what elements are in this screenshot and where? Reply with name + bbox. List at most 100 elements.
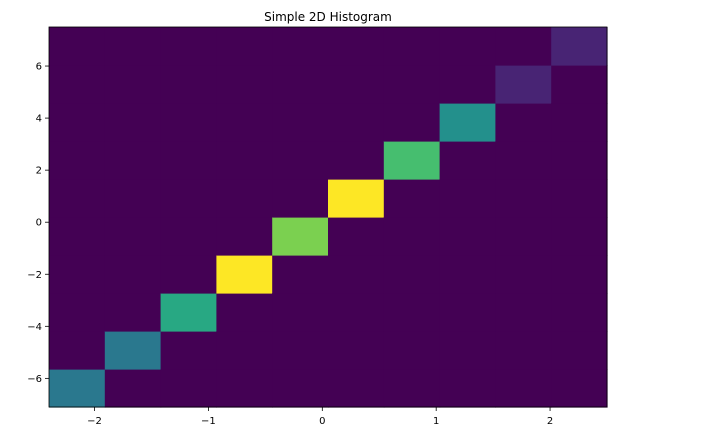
heatmap-cell: [495, 369, 552, 408]
heatmap-cell: [216, 293, 273, 332]
chart-title: Simple 2D Histogram: [264, 10, 392, 24]
plot-frame: [48, 26, 608, 408]
heatmap-cell: [272, 331, 329, 370]
heatmap-cell: [104, 369, 162, 408]
heatmap-cell: [104, 65, 162, 104]
heatmap-cell: [328, 103, 385, 142]
heatmap-cell: [551, 255, 608, 294]
heatmap-cell: [439, 141, 496, 180]
heatmap-cell: [216, 369, 273, 408]
y-tick-label: 0: [36, 218, 42, 229]
heatmap-cell: [383, 369, 441, 408]
heatmap-cell: [439, 331, 496, 370]
heatmap-cell: [383, 141, 441, 180]
heatmap-cell: [551, 179, 608, 218]
heatmap-cell: [49, 27, 106, 66]
heatmap-cell: [160, 103, 217, 142]
y-tick-label: −2: [27, 270, 42, 281]
heatmap-cell: [49, 103, 106, 142]
heatmap-cell: [495, 65, 552, 104]
heatmap-cell: [216, 217, 273, 256]
heatmap-cell: [49, 255, 106, 294]
heatmap-cells: [49, 27, 608, 408]
heatmap-cell: [439, 65, 496, 104]
heatmap-cell: [216, 65, 273, 104]
y-tick-label: 4: [36, 114, 42, 125]
heatmap-cell: [104, 331, 162, 370]
heatmap-cell: [272, 103, 329, 142]
heatmap-cell: [160, 27, 217, 66]
heatmap-cell: [272, 293, 329, 332]
heatmap-cell: [383, 255, 441, 294]
heatmap-cell: [160, 179, 217, 218]
heatmap-cell: [383, 331, 441, 370]
heatmap-cell: [328, 217, 385, 256]
heatmap-cell: [328, 369, 385, 408]
heatmap-cell: [272, 255, 329, 294]
heatmap-cell: [551, 27, 608, 66]
heatmap-cell: [104, 217, 162, 256]
heatmap-cell: [495, 27, 552, 66]
heatmap-cell: [216, 141, 273, 180]
heatmap-cell: [104, 27, 162, 66]
x-tick-label: 2: [547, 416, 553, 427]
heatmap-cell: [160, 65, 217, 104]
heatmap-cell: [383, 179, 441, 218]
heatmap-cell: [104, 255, 162, 294]
heatmap-cell: [328, 293, 385, 332]
heatmap-cell: [495, 141, 552, 180]
y-axis: −6 −4 −2 0 2 4 6: [27, 62, 49, 385]
heatmap-cell: [439, 217, 496, 256]
x-tick-label: −2: [87, 416, 102, 427]
heatmap-cell: [104, 179, 162, 218]
heatmap-cell: [104, 141, 162, 180]
heatmap-cell: [439, 27, 496, 66]
heatmap-cell: [104, 103, 162, 142]
y-tick-label: 6: [36, 62, 42, 73]
heatmap-cell: [551, 141, 608, 180]
heatmap-cell: [551, 369, 608, 408]
heatmap-cell: [160, 141, 217, 180]
heatmap-cell: [104, 293, 162, 332]
heatmap-cell: [272, 369, 329, 408]
heatmap-cell: [216, 27, 273, 66]
heatmap-cell: [495, 179, 552, 218]
x-axis: −2 −1 0 1 2: [87, 407, 553, 427]
heatmap-cell: [272, 217, 329, 256]
heatmap-cell: [328, 141, 385, 180]
heatmap-cell: [439, 293, 496, 332]
heatmap-cell: [495, 255, 552, 294]
heatmap-cell: [272, 65, 329, 104]
heatmap-cell: [160, 369, 217, 408]
heatmap-cell: [216, 103, 273, 142]
heatmap-cell: [216, 255, 273, 294]
x-tick-label: −1: [201, 416, 216, 427]
heatmap-cell: [160, 293, 217, 332]
heatmap-cell: [551, 65, 608, 104]
heatmap-cell: [495, 103, 552, 142]
x-tick-label: 0: [319, 416, 325, 427]
heatmap-cell: [439, 179, 496, 218]
heatmap-cell: [49, 217, 106, 256]
heatmap-cell: [49, 179, 106, 218]
heatmap-cell: [160, 255, 217, 294]
heatmap-cell: [551, 217, 608, 256]
heatmap-cell: [439, 255, 496, 294]
heatmap-cell: [383, 65, 441, 104]
heatmap-cell: [495, 293, 552, 332]
heatmap-cell: [439, 103, 496, 142]
heatmap-cell: [551, 103, 608, 142]
heatmap-cell: [495, 217, 552, 256]
heatmap-cell: [49, 65, 106, 104]
y-tick-label: −4: [27, 322, 42, 333]
heatmap-cell: [383, 217, 441, 256]
heatmap-cell: [551, 331, 608, 370]
heatmap-cell: [160, 217, 217, 256]
heatmap-cell: [495, 331, 552, 370]
heatmap-cell: [216, 331, 273, 370]
heatmap-cell: [272, 27, 329, 66]
heatmap-cell: [328, 331, 385, 370]
x-tick-label: 1: [433, 416, 439, 427]
